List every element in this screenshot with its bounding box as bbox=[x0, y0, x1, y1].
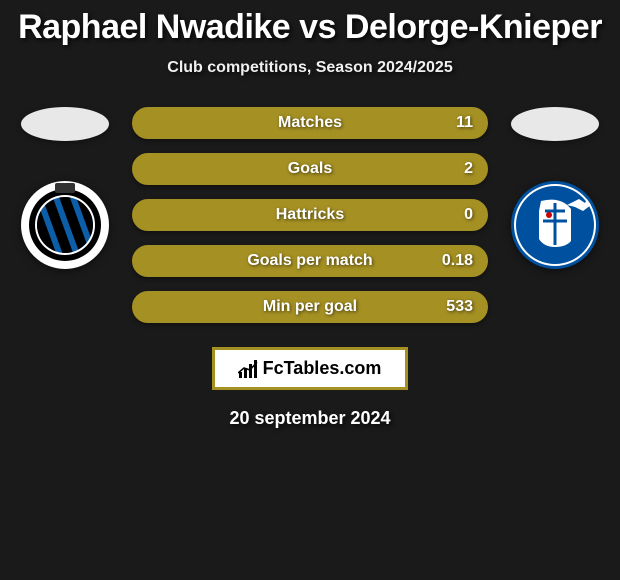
stat-row: Goals 2 bbox=[132, 153, 488, 185]
left-club-badge bbox=[21, 181, 109, 269]
chart-bars-icon bbox=[239, 360, 257, 378]
stat-row: Hattricks 0 bbox=[132, 199, 488, 231]
date-label: 20 september 2024 bbox=[229, 408, 390, 429]
stat-label: Matches bbox=[278, 114, 342, 132]
stat-row: Min per goal 533 bbox=[132, 291, 488, 323]
stat-label: Min per goal bbox=[263, 298, 357, 316]
right-avatar-placeholder bbox=[511, 107, 599, 141]
stat-label: Hattricks bbox=[276, 206, 344, 224]
stat-row: Goals per match 0.18 bbox=[132, 245, 488, 277]
stat-label: Goals bbox=[288, 160, 332, 178]
brand-label: FcTables.com bbox=[263, 358, 382, 379]
left-player-col bbox=[10, 107, 120, 269]
stats-column: Matches 11 Goals 2 Hattricks 0 Goals per match… bbox=[120, 107, 500, 323]
stat-value-right: 533 bbox=[446, 298, 473, 316]
subtitle: Club competitions, Season 2024/2025 bbox=[167, 59, 452, 77]
left-avatar-placeholder bbox=[21, 107, 109, 141]
stat-value-right: 0.18 bbox=[442, 252, 473, 270]
stat-value-right: 0 bbox=[464, 206, 473, 224]
gent-icon bbox=[511, 181, 599, 269]
brand-box[interactable]: FcTables.com bbox=[212, 347, 409, 390]
stat-value-right: 2 bbox=[464, 160, 473, 178]
stat-row: Matches 11 bbox=[132, 107, 488, 139]
right-player-col bbox=[500, 107, 610, 269]
page-title: Raphael Nwadike vs Delorge-Knieper bbox=[18, 8, 602, 47]
club-brugge-icon bbox=[21, 181, 109, 269]
comparison-area: Matches 11 Goals 2 Hattricks 0 Goals per match… bbox=[0, 107, 620, 323]
right-club-badge bbox=[511, 181, 599, 269]
stat-value-right: 11 bbox=[456, 114, 473, 132]
stat-label: Goals per match bbox=[247, 252, 372, 270]
